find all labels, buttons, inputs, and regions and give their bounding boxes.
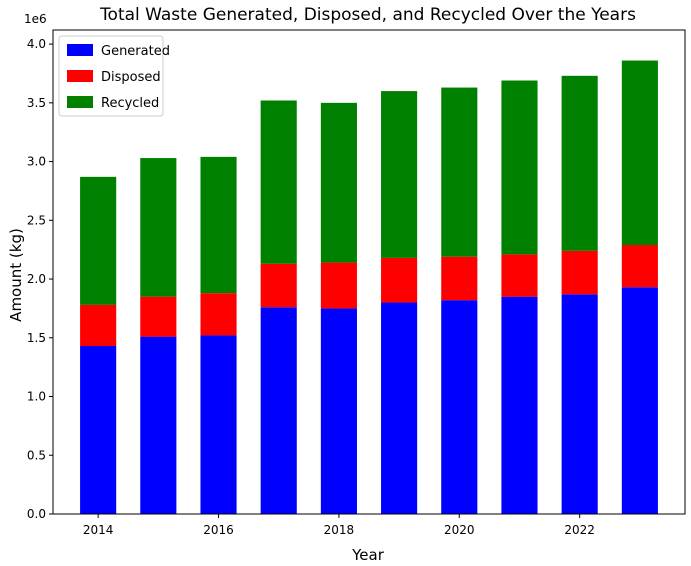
bar-recycled-2022: [561, 75, 598, 251]
bar-generated-2016: [200, 335, 237, 514]
bar-disposed-2023: [621, 244, 658, 288]
y-tick-label: 0.5: [27, 448, 46, 462]
bar-disposed-2018: [320, 262, 357, 309]
y-tick-label: 1.5: [27, 331, 46, 345]
chart-title: Total Waste Generated, Disposed, and Rec…: [99, 5, 636, 25]
y-tick-label: 1.0: [27, 390, 46, 404]
legend-label-recycled: Recycled: [101, 96, 159, 111]
bar-recycled-2015: [140, 158, 177, 297]
bar-disposed-2014: [80, 304, 117, 347]
x-tick-label: 2020: [444, 523, 475, 537]
legend-swatch-disposed: [67, 70, 93, 82]
bar-disposed-2016: [200, 293, 237, 336]
bar-recycled-2017: [260, 100, 297, 264]
bar-recycled-2023: [621, 60, 658, 245]
x-axis-label: Year: [351, 546, 385, 564]
bar-recycled-2018: [320, 102, 357, 263]
bar-generated-2014: [80, 346, 117, 514]
bar-recycled-2020: [441, 87, 478, 257]
y-tick-label: 2.0: [27, 272, 46, 286]
x-tick-label: 2016: [203, 523, 234, 537]
x-tick-label: 2022: [564, 523, 595, 537]
legend: Generated Disposed Recycled: [58, 35, 170, 117]
bar-generated-2017: [260, 307, 297, 514]
legend-label-generated: Generated: [101, 44, 170, 59]
legend-swatch-recycled: [67, 96, 93, 108]
y-tick-label: 2.5: [27, 213, 46, 227]
y-scale-label: 1e6: [24, 12, 47, 26]
bar-generated-2019: [381, 302, 418, 514]
bar-generated-2020: [441, 300, 478, 514]
bar-generated-2015: [140, 336, 177, 514]
bar-generated-2021: [501, 296, 538, 514]
bar-disposed-2021: [501, 254, 538, 297]
y-tick-label: 3.0: [27, 155, 46, 169]
bar-recycled-2016: [200, 156, 237, 294]
bar-disposed-2017: [260, 263, 297, 308]
bar-generated-2023: [621, 287, 658, 514]
bar-generated-2022: [561, 294, 598, 514]
legend-swatch-generated: [67, 44, 93, 56]
y-axis-label: Amount (kg): [7, 228, 25, 322]
plot-frame: [52, 29, 686, 515]
bar-disposed-2019: [381, 257, 418, 303]
axes-layer: 0.0 0.5 1.0 1.5 2.0 2.5 3.0 3.5 4.0 2014 2016 2018 2…: [27, 29, 686, 537]
bar-recycled-2019: [381, 91, 418, 258]
bar-disposed-2022: [561, 250, 598, 295]
x-tick-label: 2018: [324, 523, 355, 537]
bar-recycled-2021: [501, 80, 538, 255]
y-tick-label: 0.0: [27, 507, 46, 521]
bars-layer: [80, 60, 658, 514]
y-tick-label: 4.0: [27, 37, 46, 51]
bar-generated-2018: [320, 308, 357, 514]
bar-recycled-2014: [80, 176, 117, 305]
y-tick-label: 3.5: [27, 96, 46, 110]
legend-label-disposed: Disposed: [101, 70, 161, 85]
bar-disposed-2015: [140, 296, 177, 337]
bar-disposed-2020: [441, 256, 478, 301]
x-tick-label: 2014: [83, 523, 114, 537]
